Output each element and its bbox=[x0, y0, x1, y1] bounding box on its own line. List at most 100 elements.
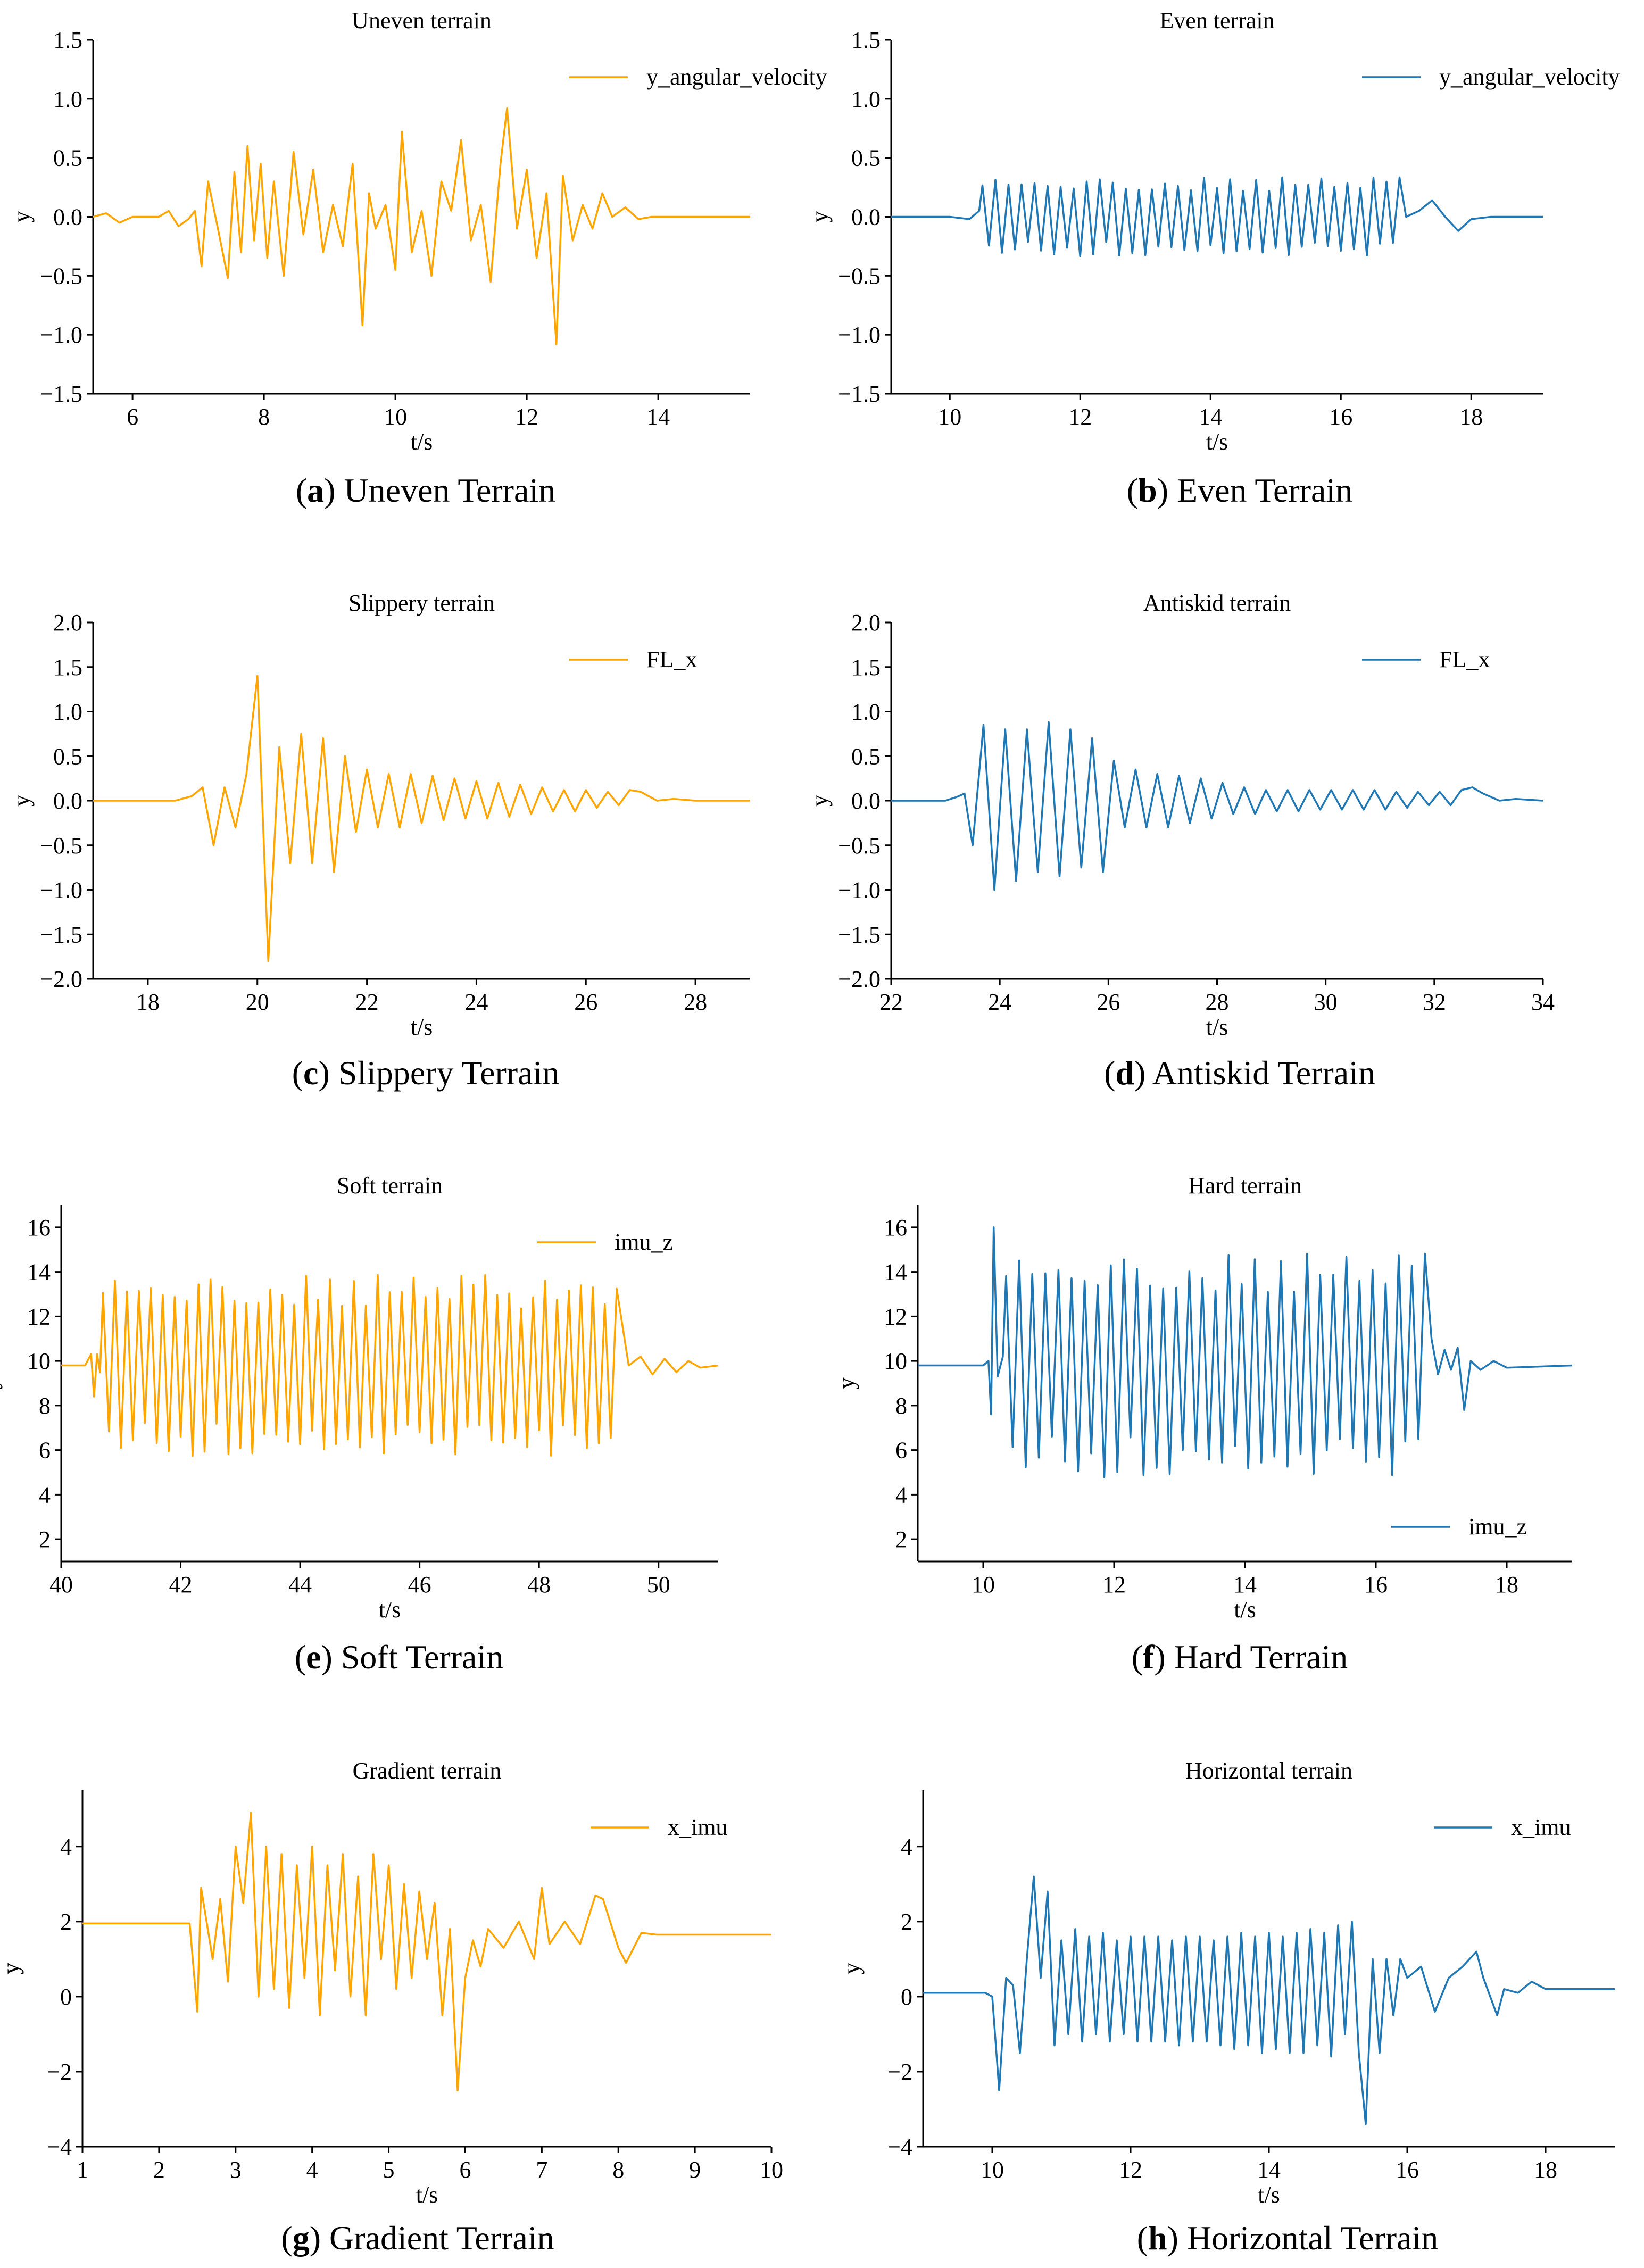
x-tick-label: 42 bbox=[169, 1572, 193, 1598]
caption-letter: b bbox=[1138, 471, 1157, 509]
x-tick-label: 16 bbox=[1396, 2157, 1419, 2183]
caption-c: (c) Slippery Terrain bbox=[292, 1054, 560, 1092]
y-tick-label: −4 bbox=[47, 2134, 72, 2160]
x-axis-label: t/s bbox=[379, 1597, 401, 1623]
caption-letter: h bbox=[1148, 2219, 1167, 2257]
chart-panel-e: Soft terrain404244464850161412108642t/sy… bbox=[0, 1173, 719, 1623]
y-tick-label: −0.5 bbox=[838, 263, 881, 289]
series-line bbox=[93, 107, 750, 345]
y-axis-label: y bbox=[9, 795, 35, 807]
caption-h: (h) Horizontal Terrain bbox=[1136, 2219, 1439, 2257]
y-tick-label: 1.0 bbox=[53, 86, 82, 112]
x-tick-label: 1 bbox=[77, 2157, 88, 2183]
caption-letter: d bbox=[1115, 1054, 1134, 1092]
y-tick-label: −0.5 bbox=[40, 833, 82, 859]
x-tick-label: 3 bbox=[230, 2157, 242, 2183]
x-tick-label: 48 bbox=[527, 1572, 551, 1598]
x-tick-label: 9 bbox=[689, 2157, 701, 2183]
x-tick-label: 4 bbox=[306, 2157, 318, 2183]
x-axis-label: t/s bbox=[411, 1014, 433, 1040]
series-line bbox=[61, 1274, 719, 1457]
y-tick-label: 4 bbox=[39, 1482, 51, 1508]
y-tick-label: 6 bbox=[895, 1438, 907, 1464]
caption-letter: a bbox=[307, 471, 325, 509]
x-tick-label: 6 bbox=[459, 2157, 471, 2183]
y-axis-label: y bbox=[833, 1377, 859, 1389]
chart-title: Antiskid terrain bbox=[1143, 590, 1291, 616]
x-tick-label: 26 bbox=[574, 989, 597, 1015]
chart-title: Soft terrain bbox=[337, 1173, 443, 1199]
caption-text: Soft Terrain bbox=[341, 1638, 504, 1676]
legend-label: y_angular_velocity bbox=[1439, 64, 1620, 90]
x-tick-label: 16 bbox=[1329, 404, 1352, 430]
chart-panel-c: Slippery terrain 18 20 22 24 26 28 2.0 1.5 1.0 0.5… bbox=[9, 590, 750, 1040]
y-tick-label: 16 bbox=[884, 1215, 907, 1241]
y-tick-label: 0.0 bbox=[851, 204, 881, 230]
y-tick-label: −1.0 bbox=[40, 877, 82, 903]
x-tick-label: 10 bbox=[760, 2157, 783, 2183]
y-tick-label: 1.0 bbox=[851, 699, 881, 725]
y-tick-label: 14 bbox=[27, 1259, 51, 1285]
x-axis-label: t/s bbox=[1234, 1597, 1256, 1623]
chart-title: Horizontal terrain bbox=[1185, 1758, 1352, 1784]
chart-title: Uneven terrain bbox=[352, 7, 492, 34]
x-tick-label: 34 bbox=[1531, 989, 1555, 1015]
y-tick-label: −1.0 bbox=[40, 322, 82, 348]
y-tick-label: −2.0 bbox=[838, 966, 881, 992]
x-axis-label: t/s bbox=[416, 2182, 438, 2208]
caption-letter: g bbox=[292, 2219, 310, 2257]
chart-title: Even terrain bbox=[1159, 7, 1274, 34]
caption-text: Horizontal Terrain bbox=[1186, 2219, 1439, 2257]
y-tick-label: 0.5 bbox=[851, 743, 881, 769]
x-tick-label: 50 bbox=[647, 1572, 670, 1598]
y-axis-label: y bbox=[0, 1377, 3, 1389]
caption-e: (e) Soft Terrain bbox=[294, 1638, 504, 1676]
y-tick-label: 2 bbox=[60, 1909, 72, 1935]
x-tick-label: 8 bbox=[612, 2157, 624, 2183]
y-tick-label: 2 bbox=[895, 1526, 907, 1552]
x-tick-label: 30 bbox=[1314, 989, 1338, 1015]
series-line bbox=[82, 1812, 771, 2091]
caption-b: (b) Even Terrain bbox=[1126, 471, 1353, 509]
y-axis-label: y bbox=[807, 795, 833, 807]
y-tick-label: 1.0 bbox=[851, 86, 881, 112]
x-tick-label: 24 bbox=[464, 989, 488, 1015]
y-tick-label: 1.0 bbox=[53, 699, 82, 725]
y-tick-label: 0.0 bbox=[53, 788, 82, 814]
y-tick-label: 12 bbox=[27, 1303, 51, 1330]
y-tick-label: −1.5 bbox=[40, 921, 82, 948]
legend-label: imu_z bbox=[615, 1229, 673, 1255]
x-tick-label: 10 bbox=[384, 404, 407, 430]
y-tick-label: 1.5 bbox=[53, 654, 82, 680]
caption-text: Even Terrain bbox=[1177, 471, 1353, 509]
x-tick-label: 20 bbox=[246, 989, 269, 1015]
x-axis-label: t/s bbox=[411, 429, 433, 455]
y-tick-label: 2 bbox=[901, 1909, 912, 1935]
y-tick-label: 10 bbox=[27, 1348, 51, 1374]
y-tick-label: 4 bbox=[60, 1834, 72, 1860]
caption-text: Slippery Terrain bbox=[338, 1054, 560, 1092]
x-tick-label: 22 bbox=[355, 989, 379, 1015]
chart-panel-a: Uneven terrain 6 8 10 12 14 1.5 1.0 0.5 0.0 −0.5 −1… bbox=[9, 7, 827, 455]
x-tick-label: 16 bbox=[1364, 1572, 1388, 1598]
y-tick-label: 6 bbox=[39, 1438, 51, 1464]
series-line bbox=[891, 721, 1543, 891]
x-tick-label: 40 bbox=[49, 1572, 73, 1598]
x-tick-label: 18 bbox=[136, 989, 160, 1015]
y-tick-label: −0.5 bbox=[40, 263, 82, 289]
chart-panel-g: Gradient terrain 1 2 3 4 5 6 7 8 9 10 4 2 0 −2 −4 t/s y x_… bbox=[0, 1758, 783, 2208]
x-tick-label: 6 bbox=[127, 404, 138, 430]
y-tick-label: 8 bbox=[895, 1393, 907, 1419]
y-tick-label: −2 bbox=[887, 2059, 912, 2085]
y-axis-label: y bbox=[838, 1963, 865, 1974]
legend-label: y_angular_velocity bbox=[646, 64, 827, 90]
caption-letter: e bbox=[306, 1638, 321, 1676]
caption-a: (a) Uneven Terrain bbox=[295, 471, 556, 509]
x-tick-label: 5 bbox=[383, 2157, 395, 2183]
x-tick-label: 24 bbox=[988, 989, 1011, 1015]
x-tick-label: 46 bbox=[408, 1572, 431, 1598]
x-tick-label: 8 bbox=[258, 404, 270, 430]
caption-letter: f bbox=[1143, 1638, 1155, 1676]
y-tick-label: −1.5 bbox=[838, 921, 881, 948]
y-tick-label: −1.5 bbox=[838, 381, 881, 407]
